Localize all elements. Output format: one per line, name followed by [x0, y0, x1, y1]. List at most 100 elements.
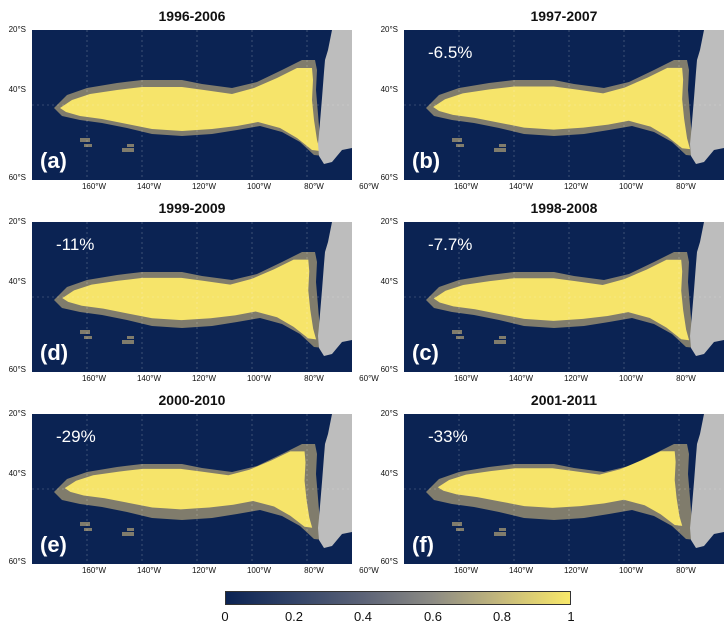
- south-america-land: [318, 414, 352, 548]
- change-percentage: -7.7%: [428, 235, 473, 254]
- longitude-label: 80°W: [676, 566, 696, 575]
- longitude-label: 140°W: [136, 566, 162, 575]
- core-region: [62, 259, 317, 340]
- longitude-label: 140°W: [508, 566, 534, 575]
- change-percentage: -11%: [56, 235, 95, 254]
- latitude-label: 40°S: [380, 277, 398, 286]
- longitude-label: 120°W: [191, 374, 217, 383]
- longitude-label: 80°W: [304, 374, 324, 383]
- longitude-label: 100°W: [618, 182, 644, 191]
- panel-title: 1998-2008: [530, 200, 598, 216]
- latitude-label: 20°S: [8, 409, 26, 418]
- small-patch: [80, 330, 90, 334]
- south-america-land: [690, 222, 724, 356]
- longitude-label: 160°W: [453, 566, 479, 575]
- map-area: (b) -6.5%: [404, 30, 724, 180]
- small-patch: [494, 532, 506, 536]
- latitude-label: 40°S: [8, 277, 26, 286]
- longitude-label: 140°W: [508, 374, 534, 383]
- small-patch: [84, 336, 92, 339]
- panel-letter: (c): [412, 340, 439, 365]
- change-percentage: -6.5%: [428, 43, 473, 62]
- latitude-label: 60°S: [380, 173, 398, 182]
- longitude-label: 120°W: [563, 374, 589, 383]
- longitude-label: 100°W: [246, 566, 272, 575]
- latitude-label: 60°S: [8, 173, 26, 182]
- small-patch: [452, 522, 462, 526]
- small-patch: [122, 148, 134, 152]
- latitude-label: 20°S: [8, 25, 26, 34]
- core-region: [64, 451, 313, 528]
- map-panel: 2001-2011 20°S 40°S 60°S 160°W 140°W 120°W 100°…: [372, 392, 724, 577]
- latitude-label: 40°S: [8, 85, 26, 94]
- panel-letter: (f): [412, 532, 434, 557]
- longitude-label: 160°W: [453, 374, 479, 383]
- latitude-label: 60°S: [8, 365, 26, 374]
- latitude-label: 40°S: [380, 85, 398, 94]
- small-patch: [456, 336, 464, 339]
- map-area: (d) -11%: [32, 222, 352, 372]
- small-patch: [494, 340, 506, 344]
- longitude-label: 120°W: [191, 182, 217, 191]
- change-percentage: -33%: [428, 427, 468, 446]
- small-patch: [127, 144, 134, 147]
- core-region: [60, 68, 320, 151]
- colorbar-gradient: [225, 591, 571, 605]
- map-area: (e) -29%: [32, 414, 352, 564]
- longitude-label: 100°W: [618, 566, 644, 575]
- latitude-label: 20°S: [380, 25, 398, 34]
- panel-title: 1996-2006: [158, 8, 226, 24]
- panel-letter: (e): [40, 532, 67, 557]
- longitude-label: 80°W: [304, 182, 324, 191]
- map-panel: 2000-2010 20°S 40°S 60°S 160°W 140°W 120°W 100°…: [0, 392, 379, 577]
- latitude-label: 60°S: [380, 557, 398, 566]
- south-america-land: [690, 414, 724, 548]
- latitude-label: 60°S: [8, 557, 26, 566]
- south-america-land: [318, 222, 352, 356]
- longitude-label: 100°W: [246, 374, 272, 383]
- colorbar-tick: 1: [567, 609, 575, 624]
- longitude-label: 160°W: [453, 182, 479, 191]
- small-patch: [456, 144, 464, 147]
- small-patch: [499, 528, 506, 531]
- longitude-label: 140°W: [136, 374, 162, 383]
- map-panel: 1998-2008 20°S 40°S 60°S 160°W 140°W 120°W 100°…: [372, 200, 724, 385]
- longitude-label: 140°W: [508, 182, 534, 191]
- small-patch: [127, 336, 134, 339]
- panel-title: 1999-2009: [158, 200, 226, 216]
- south-america-land: [318, 30, 352, 164]
- small-patch: [122, 532, 134, 536]
- longitude-label: 100°W: [618, 374, 644, 383]
- colorbar: 0 0.2 0.4 0.6 0.8 1: [221, 589, 575, 629]
- latitude-label: 40°S: [8, 469, 26, 478]
- latitude-label: 20°S: [380, 217, 398, 226]
- longitude-label: 100°W: [246, 182, 272, 191]
- panel-title: 2001-2011: [530, 392, 598, 408]
- small-patch: [84, 144, 92, 147]
- latitude-label: 20°S: [380, 409, 398, 418]
- longitude-label: 80°W: [676, 182, 696, 191]
- south-america-land: [690, 30, 724, 164]
- latitude-label: 60°S: [380, 365, 398, 374]
- small-patch: [499, 144, 506, 147]
- longitude-label: 60°W: [359, 566, 379, 575]
- latitude-label: 20°S: [8, 217, 26, 226]
- small-patch: [452, 330, 462, 334]
- map-area: (a): [32, 30, 352, 180]
- small-patch: [127, 528, 134, 531]
- panel-title: 2000-2010: [158, 392, 226, 408]
- core-region: [433, 67, 691, 150]
- latitude-label: 40°S: [380, 469, 398, 478]
- small-patch: [80, 138, 90, 142]
- map-panel: 1997-2007 20°S 40°S 60°S 160°W 140°W 120°W 100°…: [372, 8, 724, 193]
- panel-letter: (b): [412, 148, 441, 173]
- panel-letter: (a): [40, 148, 67, 173]
- panel-letter: (d): [40, 340, 69, 365]
- small-patch: [80, 522, 90, 526]
- core-region: [433, 259, 690, 341]
- longitude-label: 120°W: [563, 566, 589, 575]
- small-patch: [84, 528, 92, 531]
- core-region: [437, 451, 683, 526]
- map-panel: 1999-2009 20°S 40°S 60°S 160°W 140°W 120°W 100°…: [0, 200, 379, 385]
- colorbar-tick: 0.4: [353, 609, 373, 624]
